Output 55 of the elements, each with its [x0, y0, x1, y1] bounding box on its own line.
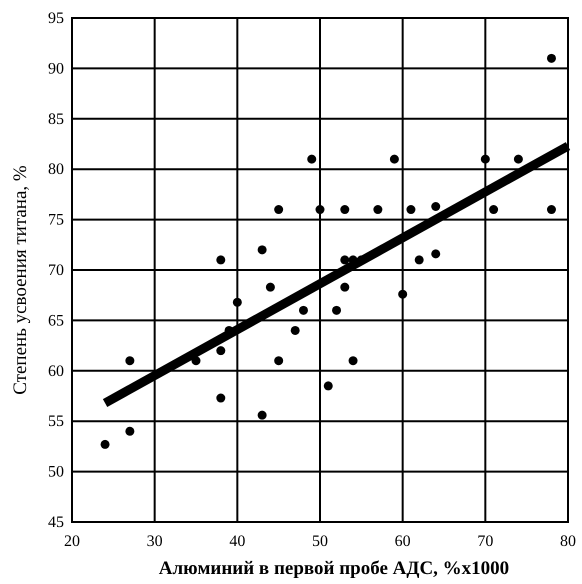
- x-tick-label: 20: [64, 533, 80, 550]
- point: [340, 282, 350, 292]
- point: [348, 356, 358, 366]
- point: [431, 249, 440, 258]
- point: [125, 356, 134, 366]
- point: [316, 205, 324, 214]
- point: [307, 154, 316, 164]
- point: [480, 154, 490, 164]
- x-tick-label: 40: [229, 533, 246, 550]
- y-tick-label: 60: [48, 362, 64, 380]
- point: [431, 202, 440, 211]
- x-tick-label: 60: [394, 533, 411, 550]
- point: [216, 255, 226, 264]
- y-tick-label: 95: [48, 10, 64, 27]
- y-tick-label: 65: [48, 312, 64, 330]
- point: [546, 205, 556, 214]
- point: [100, 440, 110, 449]
- y-tick-label: 50: [48, 464, 64, 481]
- point: [298, 306, 308, 315]
- point: [414, 255, 424, 264]
- y-tick-label: 75: [48, 212, 64, 229]
- x-axis-title: Алюминий в первой пробе АДС, %х1000: [158, 558, 510, 579]
- y-tick-label: 55: [48, 413, 64, 430]
- point: [340, 255, 350, 264]
- y-axis-title: Степень усвоения титана, %: [10, 165, 31, 395]
- point: [274, 356, 284, 366]
- point: [406, 205, 416, 214]
- point: [373, 205, 382, 214]
- point: [266, 282, 275, 292]
- point: [340, 205, 350, 214]
- point: [514, 154, 523, 164]
- x-tick-label: 50: [312, 533, 328, 550]
- point: [216, 346, 226, 356]
- point: [274, 205, 284, 214]
- point: [290, 326, 300, 335]
- point: [324, 381, 333, 390]
- point: [390, 154, 399, 164]
- point: [216, 394, 226, 403]
- point: [489, 205, 498, 214]
- y-tick-label: 85: [48, 110, 64, 128]
- x-tick-label: 30: [146, 533, 163, 550]
- x-tick-label: 80: [560, 533, 576, 550]
- y-tick-label: 45: [48, 514, 64, 531]
- point: [258, 245, 267, 254]
- point: [125, 426, 134, 436]
- y-tick-label: 80: [48, 161, 64, 178]
- point: [546, 54, 556, 63]
- x-tick-label: 70: [477, 533, 494, 550]
- point: [398, 290, 408, 299]
- y-tick-label: 70: [48, 262, 64, 279]
- point: [192, 356, 200, 366]
- point: [232, 298, 242, 307]
- point: [332, 306, 342, 315]
- y-tick-label: 90: [48, 60, 64, 78]
- point: [258, 410, 267, 420]
